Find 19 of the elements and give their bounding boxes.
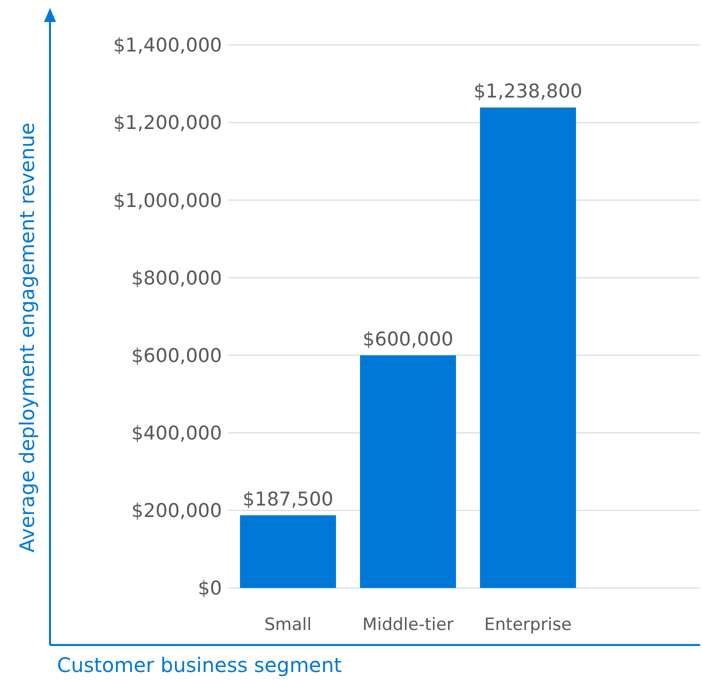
y-tick-label: $1,200,000 <box>113 112 222 134</box>
y-axis-title: Average deployment engagement revenue <box>15 122 39 552</box>
x-tick-label: Middle-tier <box>362 615 454 635</box>
y-tick-label: $800,000 <box>131 267 222 290</box>
bar <box>480 108 576 588</box>
y-tick-label: $1,000,000 <box>113 190 222 212</box>
bar <box>360 355 456 588</box>
x-tick-label: Small <box>264 615 312 635</box>
y-tick-label: $200,000 <box>131 500 222 522</box>
data-label: $187,500 <box>242 488 334 510</box>
bar <box>240 515 336 588</box>
y-tick-label: $0 <box>198 578 222 600</box>
data-label: $1,238,800 <box>474 80 582 103</box>
y-tick-label: $400,000 <box>131 422 222 445</box>
y-tick-label: $600,000 <box>131 344 222 367</box>
x-tick-label: Enterprise <box>484 615 572 635</box>
data-label: $600,000 <box>362 328 454 350</box>
y-tick-label: $1,400,000 <box>113 34 222 57</box>
x-axis-title: Customer business segment <box>57 653 342 677</box>
